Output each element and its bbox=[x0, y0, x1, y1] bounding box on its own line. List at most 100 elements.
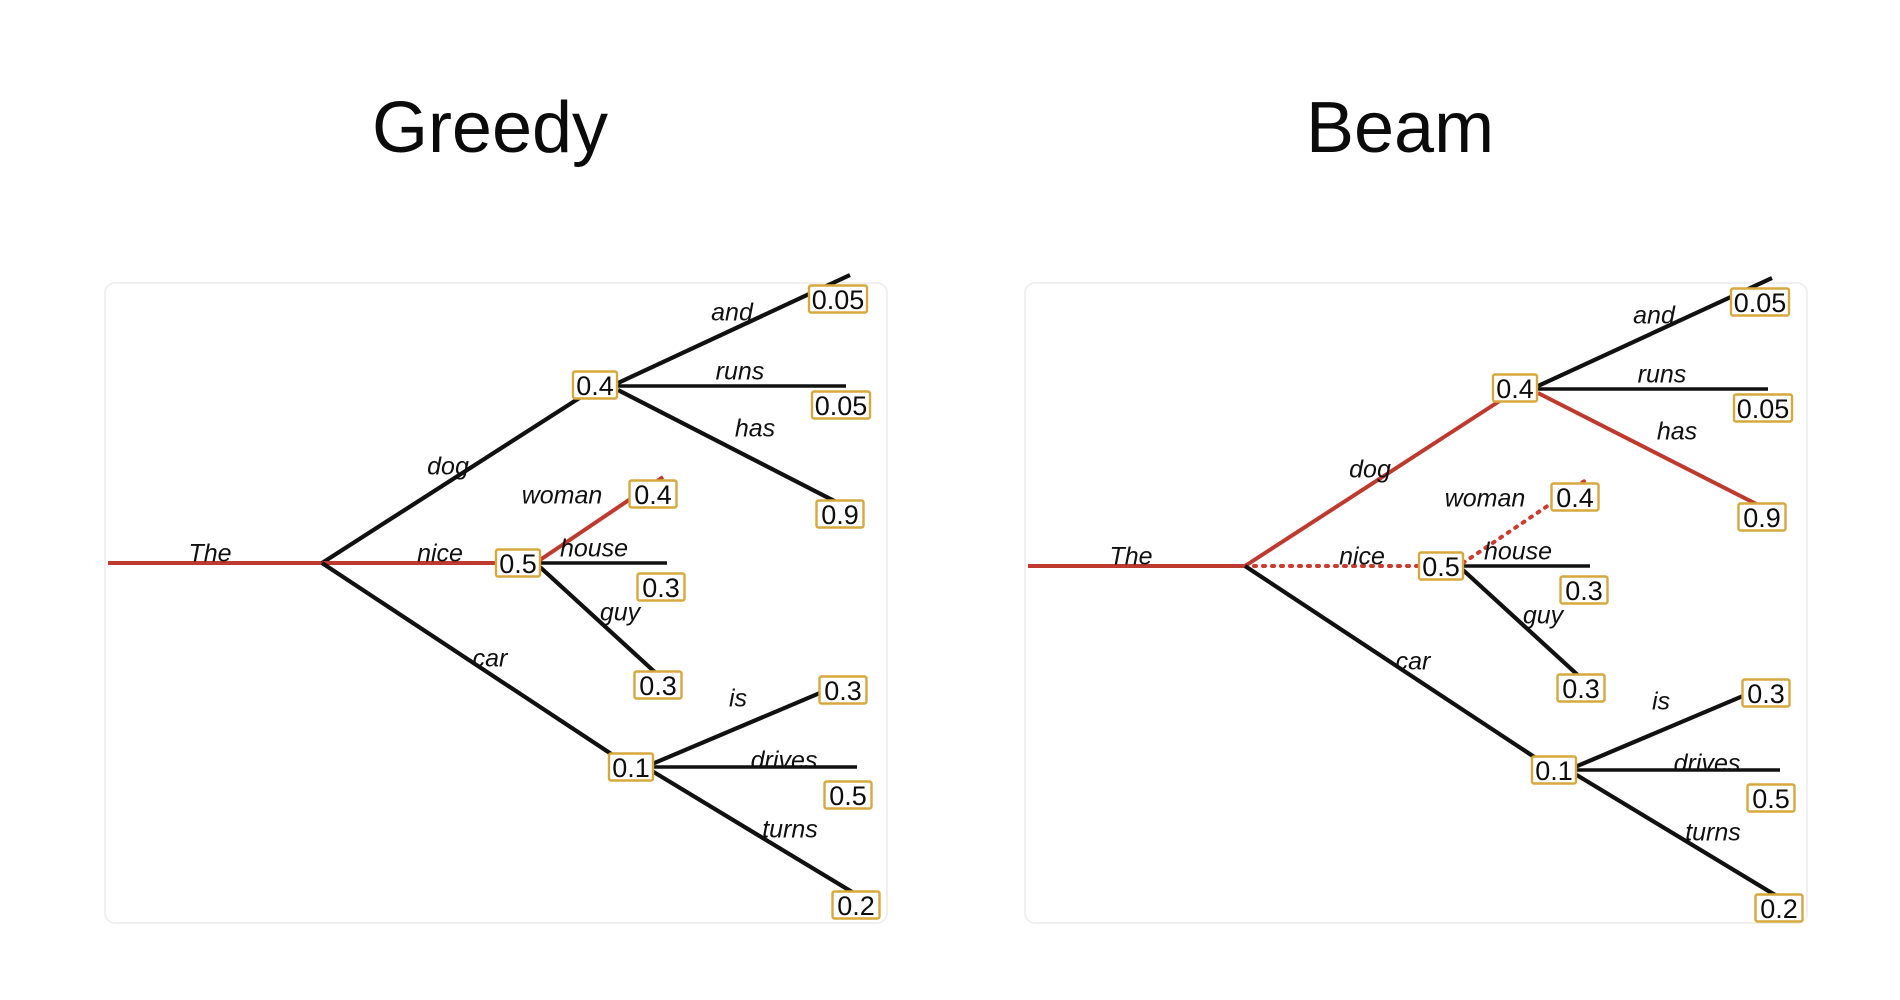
leaf-0.5-drives[interactable]: 0.5 bbox=[823, 780, 873, 811]
leaf-0.5-drives-box bbox=[823, 780, 873, 810]
leaf-0.9-has[interactable]: 0.9 bbox=[815, 499, 865, 530]
edge-car-label: car bbox=[1396, 648, 1432, 676]
leaf-0.05-and[interactable]: 0.05 bbox=[1729, 287, 1791, 318]
edge-car[interactable] bbox=[320, 561, 633, 769]
edge-has[interactable] bbox=[1537, 391, 1771, 513]
edge-drives-label: drives bbox=[1674, 750, 1741, 778]
node-0.5-mid-box bbox=[494, 548, 542, 578]
leaf-0.9-has-box bbox=[815, 499, 865, 529]
leaf-0.3-guy-box bbox=[1556, 673, 1606, 703]
node-0.4-top-value: 0.4 bbox=[576, 371, 614, 401]
leaf-0.3-is-box bbox=[818, 675, 868, 705]
edge-is-label: is bbox=[729, 685, 747, 713]
edge-the-label: The bbox=[1109, 543, 1152, 571]
leaf-0.4-woman-value: 0.4 bbox=[1556, 483, 1594, 513]
edge-guy-label: guy bbox=[1523, 602, 1565, 630]
node-0.1-bottom-value: 0.1 bbox=[612, 753, 650, 783]
leaf-0.5-drives[interactable]: 0.5 bbox=[1746, 783, 1796, 814]
leaf-0.3-is-box bbox=[1741, 678, 1791, 708]
edge-dog-label: dog bbox=[1349, 456, 1391, 484]
edge-nice-label: nice bbox=[1339, 543, 1385, 571]
node-0.1-bottom[interactable]: 0.1 bbox=[607, 752, 655, 783]
edge-runs-label: runs bbox=[716, 358, 765, 386]
leaf-0.3-house-box bbox=[1559, 575, 1609, 605]
edge-nice-label: nice bbox=[417, 540, 463, 568]
leaf-0.3-house[interactable]: 0.3 bbox=[1559, 575, 1609, 606]
leaf-0.3-guy[interactable]: 0.3 bbox=[633, 670, 683, 701]
edge-the-label: The bbox=[188, 540, 231, 568]
leaf-0.4-woman-box bbox=[1550, 482, 1600, 512]
leaf-0.05-runs-box bbox=[1732, 393, 1794, 423]
leaf-0.9-has[interactable]: 0.9 bbox=[1737, 502, 1787, 533]
node-0.4-top-box bbox=[1491, 373, 1539, 403]
leaf-0.9-has-value: 0.9 bbox=[821, 500, 859, 530]
leaf-0.05-runs-value: 0.05 bbox=[1737, 394, 1790, 424]
edge-turns[interactable] bbox=[650, 769, 864, 900]
edge-turns-label: turns bbox=[1685, 819, 1741, 847]
node-0.1-bottom-box bbox=[1530, 755, 1578, 785]
leaf-0.4-woman[interactable]: 0.4 bbox=[628, 479, 678, 510]
leaf-0.3-is-value: 0.3 bbox=[1747, 679, 1785, 709]
leaf-0.05-and-box bbox=[1729, 287, 1791, 317]
edge-woman-label: woman bbox=[522, 482, 603, 510]
leaf-0.3-is[interactable]: 0.3 bbox=[1741, 678, 1791, 709]
leaf-0.4-woman-box bbox=[628, 479, 678, 509]
edge-is-label: is bbox=[1652, 688, 1670, 716]
node-0.1-bottom[interactable]: 0.1 bbox=[1530, 755, 1578, 786]
edge-guy[interactable] bbox=[1461, 568, 1583, 680]
node-0.4-top[interactable]: 0.4 bbox=[571, 370, 619, 401]
leaf-0.05-runs[interactable]: 0.05 bbox=[810, 390, 872, 421]
leaf-0.9-has-box bbox=[1737, 502, 1787, 532]
node-0.5-mid[interactable]: 0.5 bbox=[1417, 551, 1465, 582]
edge-house-label: house bbox=[1484, 538, 1552, 566]
leaf-0.2-turns-box bbox=[1754, 893, 1804, 923]
leaf-0.2-turns[interactable]: 0.2 bbox=[831, 890, 881, 921]
leaf-0.05-and-value: 0.05 bbox=[812, 285, 865, 315]
edge-turns[interactable] bbox=[1573, 772, 1787, 903]
leaf-0.5-drives-box bbox=[1746, 783, 1796, 813]
leaf-0.2-turns[interactable]: 0.2 bbox=[1754, 893, 1804, 924]
leaf-0.3-is-value: 0.3 bbox=[824, 676, 862, 706]
edge-guy-label: guy bbox=[600, 599, 642, 627]
panel-frame bbox=[1024, 282, 1808, 924]
node-0.4-top[interactable]: 0.4 bbox=[1491, 373, 1539, 404]
leaf-0.3-house[interactable]: 0.3 bbox=[636, 572, 686, 603]
edge-and-label: and bbox=[1633, 302, 1676, 330]
node-0.5-mid-value: 0.5 bbox=[1422, 552, 1460, 582]
leaf-0.4-woman[interactable]: 0.4 bbox=[1550, 482, 1600, 513]
leaf-0.05-runs-value: 0.05 bbox=[815, 391, 868, 421]
leaf-0.3-house-value: 0.3 bbox=[642, 573, 680, 603]
node-0.1-bottom-box bbox=[607, 752, 655, 782]
edge-car[interactable] bbox=[1243, 564, 1556, 772]
leaf-0.05-runs[interactable]: 0.05 bbox=[1732, 393, 1794, 424]
leaf-0.2-turns-box bbox=[831, 890, 881, 920]
edge-woman-label: woman bbox=[1445, 485, 1526, 513]
leaf-0.3-guy-value: 0.3 bbox=[639, 671, 677, 701]
edge-has-label: has bbox=[735, 415, 775, 443]
edge-house-label: house bbox=[560, 535, 628, 563]
leaf-0.2-turns-value: 0.2 bbox=[837, 891, 875, 921]
edge-car-label: car bbox=[473, 645, 509, 673]
edge-dog-label: dog bbox=[427, 453, 469, 481]
leaf-0.3-is[interactable]: 0.3 bbox=[818, 675, 868, 706]
node-0.4-top-value: 0.4 bbox=[1496, 374, 1534, 404]
leaf-0.05-and-value: 0.05 bbox=[1734, 288, 1787, 318]
edge-guy[interactable] bbox=[538, 565, 660, 677]
leaf-0.5-drives-value: 0.5 bbox=[829, 781, 867, 811]
edge-dog[interactable] bbox=[320, 386, 597, 565]
node-0.5-mid-value: 0.5 bbox=[499, 549, 537, 579]
edge-has[interactable] bbox=[617, 388, 849, 510]
node-0.5-mid[interactable]: 0.5 bbox=[494, 548, 542, 579]
leaf-0.05-and[interactable]: 0.05 bbox=[807, 284, 869, 315]
leaf-0.2-turns-value: 0.2 bbox=[1760, 894, 1798, 924]
edge-woman[interactable] bbox=[1461, 478, 1588, 565]
node-0.5-mid-box bbox=[1417, 551, 1465, 581]
leaf-0.9-has-value: 0.9 bbox=[1743, 503, 1781, 533]
edge-dog[interactable] bbox=[1243, 389, 1517, 568]
leaf-0.3-guy[interactable]: 0.3 bbox=[1556, 673, 1606, 704]
edge-drives-label: drives bbox=[751, 747, 818, 775]
edge-runs-label: runs bbox=[1638, 361, 1687, 389]
